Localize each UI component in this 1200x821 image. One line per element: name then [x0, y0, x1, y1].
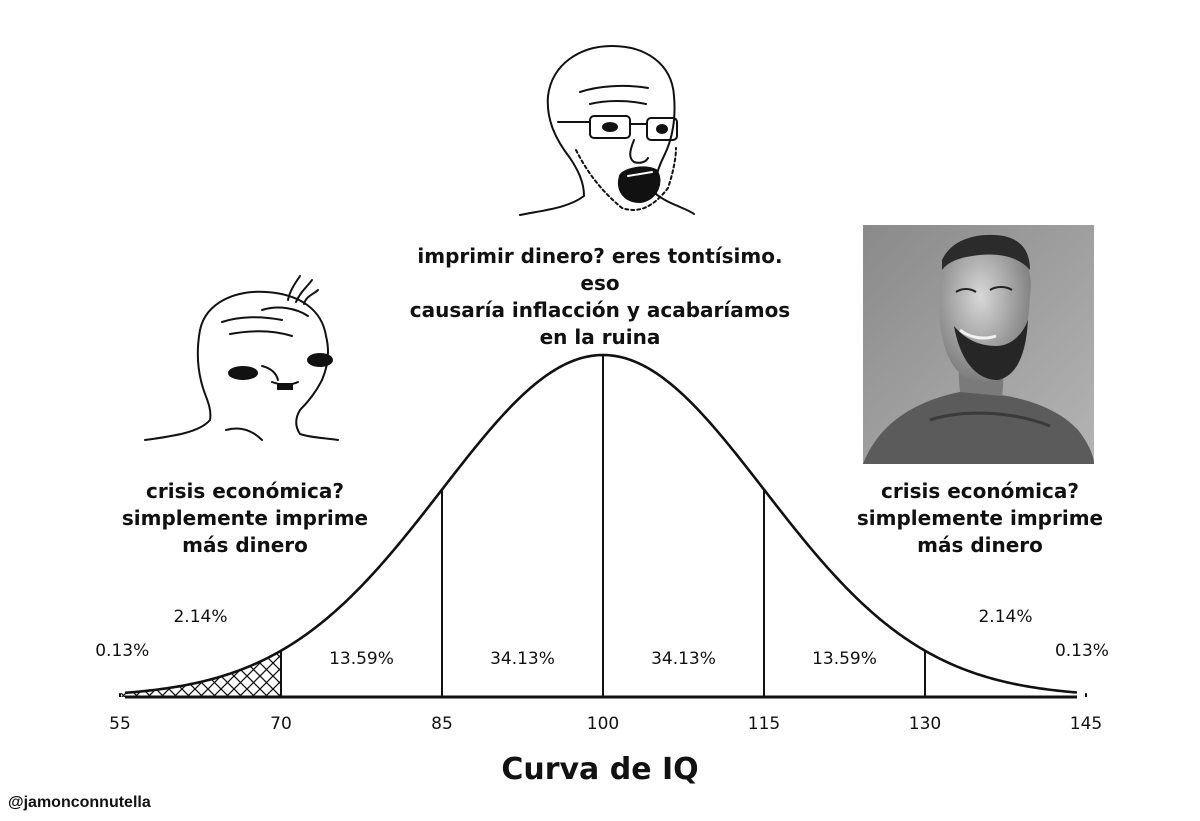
region-label: 2.14% — [978, 607, 1032, 627]
x-tick-label: 55 — [109, 714, 131, 734]
region-label: 13.59% — [329, 649, 394, 669]
soyjak-glasses-icon — [519, 44, 695, 216]
author-watermark: @jamonconnutella — [8, 794, 151, 811]
chart-title: Curva de IQ — [501, 752, 699, 787]
x-tick-label: 130 — [909, 714, 941, 734]
gigachad-icon — [863, 225, 1094, 464]
bell-curve-line — [124, 353, 1078, 695]
caption-middle: imprimir dinero? eres tontísimo. eso cau… — [409, 244, 791, 349]
region-label: 13.59% — [812, 649, 877, 669]
x-tick-label: 85 — [431, 714, 453, 734]
x-tick-label: 145 — [1070, 714, 1102, 734]
wojak-brainlet-icon — [144, 275, 339, 441]
x-tick-label: 115 — [748, 714, 780, 734]
region-label: 0.13% — [1055, 641, 1109, 661]
region-label: 2.14% — [173, 607, 227, 627]
x-tick-label: 70 — [270, 714, 292, 734]
crosshatched-region-55-70 — [120, 650, 281, 697]
caption-left: crisis económica? simplemente imprime má… — [121, 479, 369, 557]
caption-right: crisis económica? simplemente imprime má… — [856, 479, 1104, 557]
region-label: 34.13% — [490, 649, 555, 669]
x-tick-label: 100 — [587, 714, 619, 734]
region-label: 0.13% — [95, 641, 149, 661]
region-label: 34.13% — [651, 649, 716, 669]
